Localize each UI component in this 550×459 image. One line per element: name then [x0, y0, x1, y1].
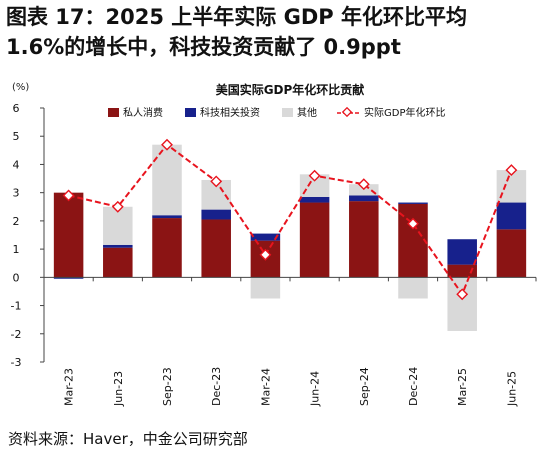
- x-tick-label: Jun-24: [309, 371, 322, 407]
- legend-label-3: 实际GDP年化环比: [364, 106, 445, 119]
- source-note: 资料来源：Haver，中金公司研究部: [8, 430, 248, 448]
- bar-1-Sep-23: [152, 215, 182, 219]
- bar-0-Sep-24: [349, 201, 379, 278]
- bar-1-Sep-24: [349, 195, 379, 202]
- bar-2-Dec-24: [398, 277, 428, 299]
- bar-2-Sep-23: [152, 144, 182, 216]
- gdp-point-Mar-24: [259, 248, 272, 261]
- legend-marker-3: [341, 106, 353, 118]
- bar-2-Jun-24: [299, 174, 330, 197]
- gdp-point-Mar-25: [456, 288, 469, 301]
- bar-0-Mar-25: [447, 264, 477, 278]
- legend-swatch-0: [108, 108, 119, 117]
- gdp-point-Sep-23: [161, 138, 173, 151]
- figure-title-line1: 图表 17：2025 上半年实际 GDP 年化环比平均: [6, 5, 467, 29]
- bar-0-Sep-23: [152, 218, 182, 278]
- y-tick-label: -3: [11, 356, 22, 369]
- y-tick-label: 4: [13, 158, 20, 171]
- gdp-point-Dec-24: [407, 217, 419, 230]
- gdp-contribution-chart: 美国实际GDP年化环比贡献 (%) 私人消费 科技相关投资 其他 实际GDP年化环比 -3 -…: [11, 82, 537, 407]
- y-axis-label: (%): [12, 82, 29, 93]
- legend-swatch-1: [185, 108, 196, 117]
- gdp-point-Mar-23: [62, 189, 75, 202]
- x-tick-label: Sep-23: [161, 367, 174, 406]
- y-tick-label: 5: [13, 130, 20, 143]
- bar-2-Mar-24: [250, 277, 281, 299]
- bar-0-Dec-23: [201, 219, 231, 278]
- bar-1-Dec-24: [398, 202, 428, 204]
- bar-1-Mar-23: [53, 277, 84, 279]
- bar-1-Mar-25: [447, 239, 477, 265]
- gdp-line: [68, 143, 513, 297]
- x-tick-label: Mar-25: [456, 368, 469, 406]
- gdp-point-Dec-23: [210, 175, 223, 188]
- bar-0-Mar-23: [53, 192, 84, 278]
- x-tick-label: Jun-25: [505, 371, 518, 407]
- x-tick-label: Mar-23: [63, 368, 76, 406]
- x-tick-label: Mar-24: [259, 368, 272, 406]
- y-tick-label: -2: [11, 328, 22, 341]
- chart-container: 美国实际GDP年化环比贡献 (%) 私人消费 科技相关投资 其他 实际GDP年化环比 -3 -…: [0, 74, 550, 424]
- bar-0-Jun-23: [103, 247, 133, 278]
- legend-label-0: 私人消费: [123, 106, 163, 119]
- bar-1-Mar-24: [250, 233, 281, 241]
- x-tick-label: Sep-24: [358, 367, 371, 406]
- x-tick-label: Dec-24: [407, 367, 420, 406]
- x-tick-label: Jun-23: [112, 371, 125, 407]
- gdp-point-Jun-24: [308, 169, 321, 182]
- legend-swatch-2: [282, 108, 293, 117]
- y-tick-label: 0: [13, 271, 20, 284]
- y-tick-label: 2: [13, 215, 20, 228]
- legend-label-2: 其他: [297, 106, 317, 119]
- bar-2-Mar-25: [447, 277, 477, 331]
- bar-2-Jun-23: [103, 206, 133, 245]
- bar-0-Jun-24: [299, 202, 330, 278]
- gdp-point-Jun-23: [111, 200, 124, 213]
- bar-1-Dec-23: [201, 209, 231, 220]
- bar-1-Jun-24: [299, 196, 330, 203]
- y-tick-label: 1: [13, 243, 20, 256]
- gdp-point-Jun-25: [505, 164, 518, 177]
- figure-title: 图表 17：2025 上半年实际 GDP 年化环比平均 1.6%的增长中，科技投…: [6, 2, 546, 62]
- bar-0-Jun-25: [496, 229, 527, 278]
- x-tick-label: Dec-23: [210, 367, 223, 406]
- y-tick-label: 3: [13, 187, 20, 200]
- gdp-point-Sep-24: [357, 178, 370, 191]
- figure-title-line2: 1.6%的增长中，科技投资贡献了 0.9ppt: [6, 35, 401, 59]
- legend-label-1: 科技相关投资: [200, 106, 260, 119]
- bar-1-Jun-23: [103, 244, 133, 248]
- bar-1-Jun-25: [496, 202, 527, 230]
- chart-title: 美国实际GDP年化环比贡献: [216, 82, 365, 97]
- y-tick-label: 6: [13, 102, 20, 115]
- y-tick-label: -1: [11, 300, 22, 313]
